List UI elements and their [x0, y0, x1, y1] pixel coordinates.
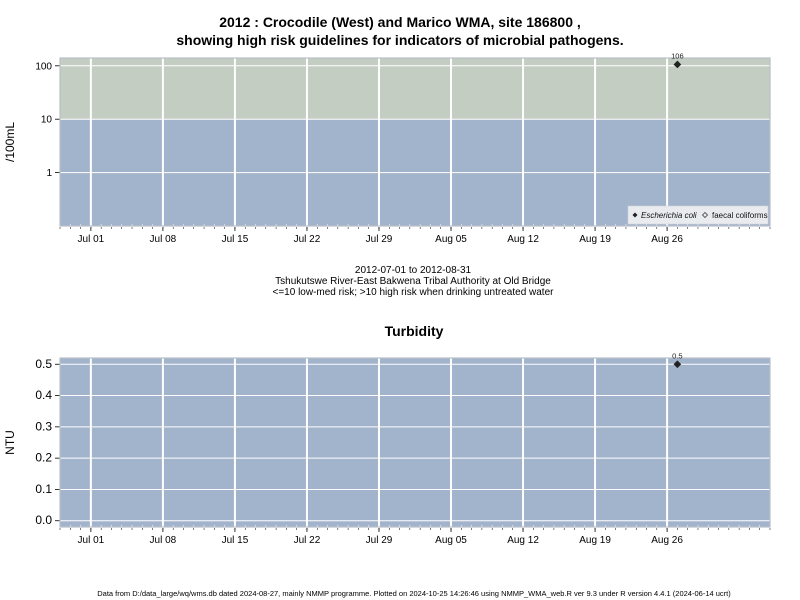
- plot-background: [60, 358, 770, 527]
- y-axis-label: NTU: [3, 430, 17, 455]
- risk-guideline-text: <=10 low-med risk; >10 high risk when dr…: [272, 287, 554, 298]
- chart-panel-2: Jul 01 Jul 08 Jul 15 Jul 22 Jul 29 Aug 05 Aug …: [3, 323, 771, 546]
- legend-label-faecal: faecal coliforms: [712, 211, 768, 220]
- plot-frame: [59, 357, 771, 528]
- x-tick-label: Jul 01: [78, 535, 105, 546]
- legend-marker-filled: [632, 212, 638, 218]
- legend: Escherichia coli faecal coliforms: [627, 205, 769, 225]
- chart-title-line2: showing high risk guidelines for indicat…: [176, 32, 624, 48]
- site-description-text: Tshukutswe River-East Bakwena Tribal Aut…: [275, 276, 551, 287]
- x-tick-label: Jul 08: [150, 535, 177, 546]
- x-tick-label: Aug 05: [435, 234, 467, 245]
- x-tick-label: Aug 26: [651, 234, 683, 245]
- y-tick-label: 0.3: [35, 419, 52, 433]
- y-tick-label: 1: [46, 168, 52, 179]
- y-tick-label: 10: [41, 115, 53, 126]
- x-tick-label: Aug 12: [507, 535, 539, 546]
- date-range-text: 2012-07-01 to 2012-08-31: [354, 265, 472, 276]
- x-tick-label: Jul 15: [222, 535, 249, 546]
- risk-band-high: [60, 58, 770, 120]
- data-point: [673, 360, 682, 369]
- y-tick-label: 0.0: [35, 513, 52, 527]
- chart-panel-1: Jul 01 Jul 08 Jul 15 Jul 22 Jul 29 Aug 05 Aug …: [3, 51, 771, 245]
- x-tick-label: Jul 29: [366, 535, 393, 546]
- y-tick-label: 0.2: [35, 451, 52, 465]
- x-tick-label: Aug 26: [651, 535, 683, 546]
- x-tick-label: Jul 15: [222, 234, 249, 245]
- x-tick-label: Jul 08: [150, 234, 177, 245]
- plot-frame: [59, 57, 771, 227]
- y-tick-label: 0.5: [35, 357, 52, 371]
- legend-marker-open: [702, 212, 708, 218]
- x-tick-label: Aug 12: [507, 234, 539, 245]
- x-tick-label: Jul 01: [78, 234, 105, 245]
- x-tick-label: Aug 19: [579, 535, 611, 546]
- x-tick-label: Jul 29: [366, 234, 393, 245]
- y-tick-label: 100: [35, 61, 52, 72]
- chart-title-line1: 2012 : Crocodile (West) and Marico WMA, …: [219, 14, 581, 30]
- legend-label-ecoli: Escherichia coli: [641, 211, 697, 220]
- y-tick-label: 0.1: [35, 482, 52, 496]
- x-tick-label: Aug 05: [435, 535, 467, 546]
- footer-provenance-text: Data from D:/data_large/wq/wms.db dated …: [97, 589, 731, 598]
- x-tick-label: Aug 19: [579, 234, 611, 245]
- y-axis-label: /100mL: [3, 122, 17, 162]
- data-point-label: 0.5: [672, 351, 682, 360]
- data-point: [673, 60, 682, 69]
- legend-box: [627, 205, 769, 225]
- x-tick-label: Jul 22: [294, 234, 321, 245]
- y-tick-label: 0.4: [35, 388, 52, 402]
- x-tick-label: Jul 22: [294, 535, 321, 546]
- data-point-label: 106: [671, 51, 684, 60]
- panel-title: Turbidity: [385, 323, 444, 339]
